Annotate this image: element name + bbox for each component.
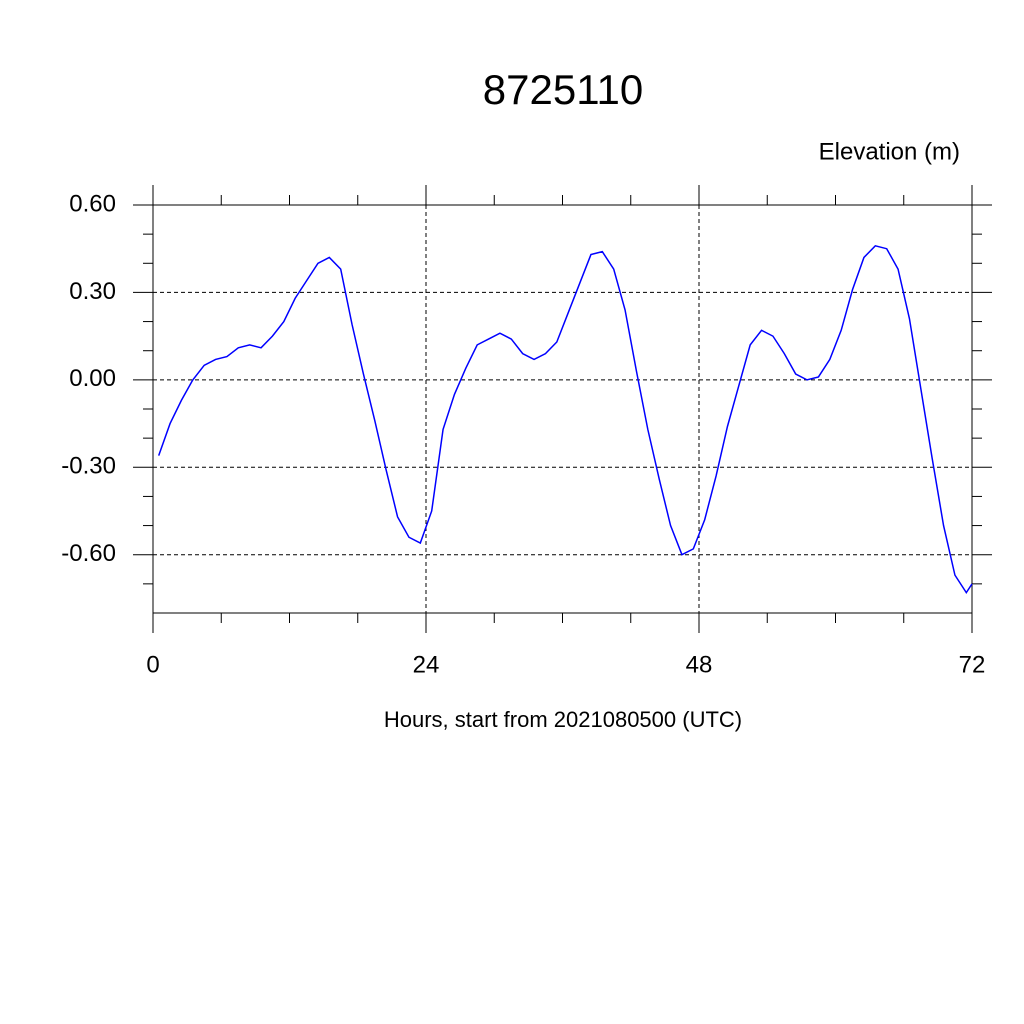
x-tick-label: 0 [146,651,159,678]
y-tick-label: 0.60 [69,190,116,217]
x-tick-label: 24 [413,651,440,678]
y-tick-label: -0.60 [61,540,116,567]
y-axis-label: Elevation (m) [819,138,960,165]
x-tick-label: 72 [959,651,986,678]
data-line [157,244,973,594]
x-axis-label: Hours, start from 2021080500 (UTC) [384,707,742,732]
y-tick-label: 0.00 [69,365,116,392]
y-tick-label: -0.30 [61,453,116,480]
y-tick-label: 0.30 [69,278,116,305]
x-tick-label: 48 [686,651,713,678]
plot-frame [152,204,973,614]
chart-title: 8725110 [483,66,643,113]
